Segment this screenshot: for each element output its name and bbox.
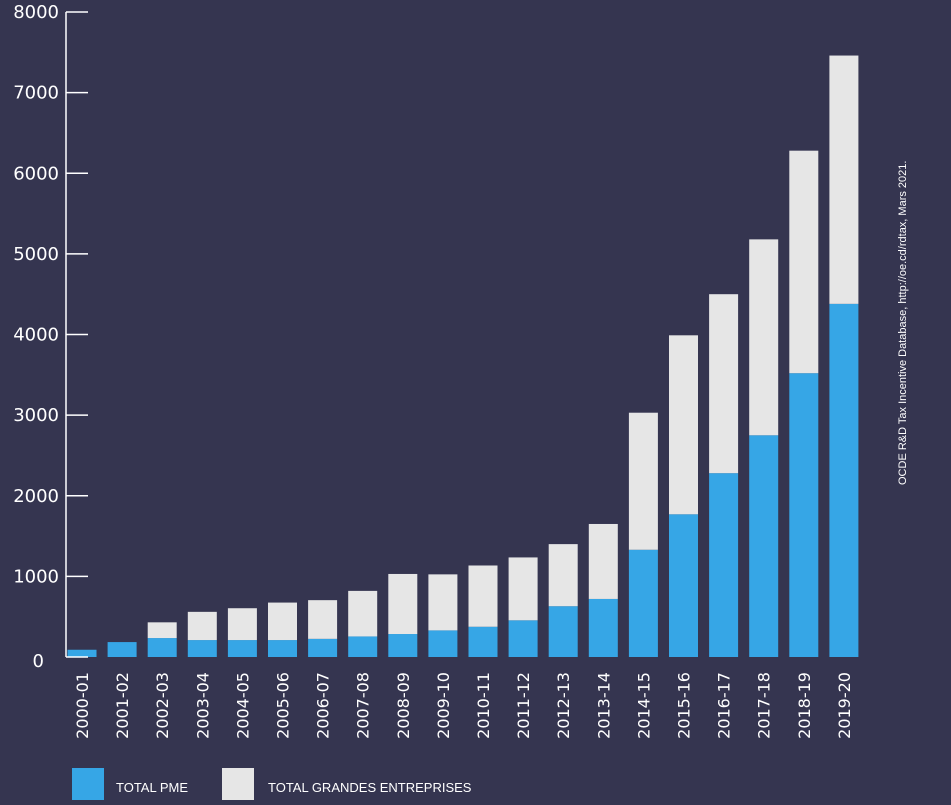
legend: TOTAL PME TOTAL GRANDES ENTREPRISES <box>72 768 472 800</box>
bar-pme-2019-20 <box>829 303 859 657</box>
x-tick-label: 2012-13 <box>554 672 573 739</box>
source-note: OCDE R&D Tax Incentive Database, http://… <box>897 161 909 485</box>
bar-pme-2012-13 <box>548 606 578 657</box>
bar-grandes-entreprises-2006-07 <box>308 600 338 639</box>
y-tick-label: 3000 <box>13 405 59 426</box>
y-tick-label: 4000 <box>13 325 59 346</box>
bar-pme-2004-05 <box>227 640 257 657</box>
bar-grandes-entreprises-2003-04 <box>187 611 217 641</box>
x-tick-label: 2016-17 <box>715 672 734 739</box>
x-tick-label: 2002-03 <box>153 672 172 739</box>
bar-grandes-entreprises-2009-10 <box>428 574 458 631</box>
bar-pme-2009-10 <box>428 630 458 657</box>
y-tick-label: 5000 <box>13 244 59 265</box>
x-tick-label: 2000-01 <box>73 672 92 739</box>
bar-pme-2016-17 <box>709 473 739 657</box>
x-tick-label: 2001-02 <box>113 672 132 739</box>
bar-grandes-entreprises-2017-18 <box>749 239 779 436</box>
bar-pme-2018-19 <box>789 373 819 657</box>
bar-pme-2003-04 <box>187 640 217 657</box>
x-tick-label: 2017-18 <box>755 672 774 739</box>
bar-grandes-entreprises-2013-14 <box>588 523 618 599</box>
bar-grandes-entreprises-2011-12 <box>508 557 538 621</box>
bar-pme-2014-15 <box>628 549 658 657</box>
x-tick-label: 2010-11 <box>474 672 493 739</box>
bar-grandes-entreprises-2010-11 <box>468 565 498 627</box>
x-tick-label: 2011-12 <box>514 672 533 739</box>
bar-grandes-entreprises-2019-20 <box>829 55 859 304</box>
x-tick-label: 2005-06 <box>274 672 293 739</box>
legend-label: TOTAL PME <box>116 780 188 795</box>
y-axis: 0 1000 2000 3000 4000 5000 6000 7000 8000 <box>13 2 88 672</box>
y-tick-label: 0 <box>33 651 44 672</box>
bar-pme-2002-03 <box>147 638 177 657</box>
bar-grandes-entreprises-2004-05 <box>227 608 257 641</box>
bar-pme-2001-02 <box>107 642 137 657</box>
legend-swatch <box>222 768 254 800</box>
bar-pme-2007-08 <box>348 636 378 657</box>
x-tick-label: 2018-19 <box>795 672 814 739</box>
x-tick-label: 2013-14 <box>594 672 613 739</box>
x-tick-label: 2003-04 <box>193 672 212 739</box>
bar-pme-2013-14 <box>588 598 618 657</box>
bar-pme-2015-16 <box>669 514 698 657</box>
y-tick-label: 7000 <box>13 83 59 104</box>
x-tick-label: 2006-07 <box>314 672 333 739</box>
y-tick-label: 2000 <box>13 486 59 507</box>
bar-series <box>67 55 859 657</box>
bar-pme-2006-07 <box>308 638 338 657</box>
bar-pme-2005-06 <box>268 640 297 657</box>
y-tick-label: 8000 <box>13 2 59 23</box>
bar-grandes-entreprises-2005-06 <box>268 602 297 641</box>
x-tick-label: 2014-15 <box>634 672 653 739</box>
bar-pme-2010-11 <box>468 626 498 657</box>
bar-grandes-entreprises-2018-19 <box>789 150 819 374</box>
x-tick-label: 2009-10 <box>434 672 453 739</box>
x-axis: 2000-01 2001-02 2002-03 2003-04 2004-05 2005-… <box>66 656 854 739</box>
y-tick-label: 6000 <box>13 163 59 184</box>
legend-swatch <box>72 768 104 800</box>
legend-label: TOTAL GRANDES ENTREPRISES <box>268 780 472 795</box>
bar-grandes-entreprises-2007-08 <box>348 590 378 637</box>
x-tick-label: 2019-20 <box>835 672 854 739</box>
bar-grandes-entreprises-2014-15 <box>628 412 658 550</box>
bar-grandes-entreprises-2016-17 <box>709 294 739 474</box>
bar-grandes-entreprises-2008-09 <box>388 573 418 635</box>
bar-pme-2008-09 <box>388 634 418 657</box>
x-tick-label: 2007-08 <box>354 672 373 739</box>
bar-grandes-entreprises-2002-03 <box>147 622 177 639</box>
x-tick-label: 2008-09 <box>394 672 413 739</box>
x-tick-label: 2015-16 <box>675 672 694 739</box>
bar-pme-2000-01 <box>67 649 97 657</box>
bar-grandes-entreprises-2012-13 <box>548 544 578 607</box>
x-tick-label: 2004-05 <box>233 672 252 739</box>
bar-pme-2017-18 <box>749 435 779 657</box>
y-tick-label: 1000 <box>13 566 59 587</box>
bar-grandes-entreprises-2015-16 <box>669 335 698 515</box>
bar-pme-2011-12 <box>508 620 538 657</box>
